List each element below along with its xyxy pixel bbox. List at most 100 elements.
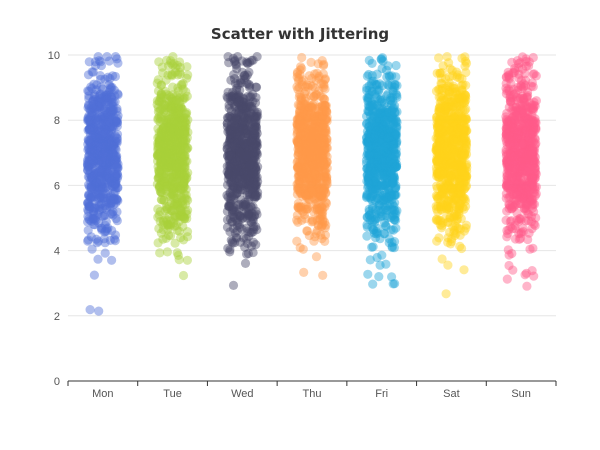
data-point: [100, 125, 111, 135]
data-point: [244, 110, 254, 121]
data-point: [155, 187, 166, 197]
data-point: [175, 113, 185, 124]
data-point: [89, 142, 99, 152]
data-point: [106, 128, 116, 138]
data-point: [175, 171, 185, 181]
data-point: [89, 192, 99, 202]
data-point: [156, 111, 166, 121]
data-point: [171, 106, 182, 116]
data-point: [175, 69, 185, 79]
data-point: [84, 143, 94, 153]
data-point: [167, 122, 177, 132]
data-point: [293, 138, 303, 148]
data-point: [165, 122, 175, 132]
data-point: [502, 274, 512, 284]
data-point: [111, 213, 121, 224]
data-point: [160, 152, 170, 163]
data-point: [437, 254, 447, 264]
data-point: [174, 217, 184, 227]
data-point: [434, 53, 444, 63]
data-point: [163, 114, 173, 125]
data-point: [108, 71, 118, 81]
data-point: [102, 157, 112, 167]
data-point: [110, 179, 121, 189]
data-point: [434, 115, 444, 125]
data-point: [162, 203, 172, 213]
data-point: [164, 139, 174, 149]
data-point: [168, 107, 178, 117]
data-point: [83, 155, 93, 165]
data-point: [457, 243, 467, 254]
data-point: [98, 135, 108, 145]
data-point: [502, 116, 512, 126]
data-point: [170, 109, 180, 119]
data-point: [86, 105, 96, 115]
data-point: [87, 145, 97, 156]
data-point: [163, 162, 173, 172]
data-point: [177, 140, 187, 150]
data-point: [180, 160, 190, 170]
data-point: [98, 182, 108, 193]
data-point: [176, 146, 186, 156]
data-point: [102, 133, 112, 143]
data-point: [98, 160, 108, 170]
data-point: [168, 193, 178, 203]
data-point: [175, 133, 185, 143]
data-point: [83, 198, 93, 208]
data-point: [177, 104, 187, 114]
data-point: [180, 162, 190, 172]
data-point: [524, 228, 534, 238]
data-point: [109, 112, 119, 122]
data-point: [90, 57, 100, 67]
data-point: [179, 122, 189, 132]
data-point: [161, 146, 171, 156]
data-point: [98, 161, 108, 171]
data-point: [177, 199, 187, 209]
series-wed: [222, 52, 263, 290]
data-point: [164, 180, 174, 190]
data-point: [88, 206, 99, 217]
data-point: [170, 121, 181, 131]
data-point: [104, 158, 114, 168]
data-point: [168, 133, 178, 143]
data-point: [105, 138, 115, 148]
data-point: [103, 128, 113, 138]
data-point: [102, 107, 112, 117]
data-point: [105, 123, 115, 133]
data-point: [93, 254, 103, 264]
data-point: [236, 195, 246, 205]
data-point: [175, 92, 185, 102]
data-point: [165, 220, 176, 230]
data-point: [92, 137, 102, 147]
data-point: [293, 119, 303, 129]
data-point: [170, 199, 180, 209]
data-point: [111, 155, 121, 165]
data-point: [111, 159, 121, 169]
data-point: [243, 248, 253, 259]
data-point: [159, 160, 169, 170]
data-point: [165, 180, 175, 190]
data-point: [111, 194, 122, 204]
data-point: [154, 57, 164, 67]
data-point: [96, 182, 106, 192]
data-point: [179, 128, 190, 138]
data-point: [179, 172, 189, 183]
data-point: [103, 149, 114, 159]
data-point: [105, 90, 115, 100]
data-point: [110, 236, 120, 246]
data-point: [242, 125, 253, 135]
data-point: [84, 155, 95, 165]
data-point: [86, 216, 96, 226]
data-point: [96, 82, 106, 92]
data-point: [110, 71, 120, 82]
data-point: [105, 151, 115, 161]
data-point: [250, 98, 261, 108]
data-point: [248, 55, 258, 65]
data-point: [152, 78, 162, 88]
data-point: [105, 193, 115, 203]
data-point: [160, 157, 170, 167]
data-point: [85, 192, 95, 202]
data-point: [98, 84, 108, 94]
data-point: [100, 220, 110, 230]
data-point: [89, 122, 99, 132]
